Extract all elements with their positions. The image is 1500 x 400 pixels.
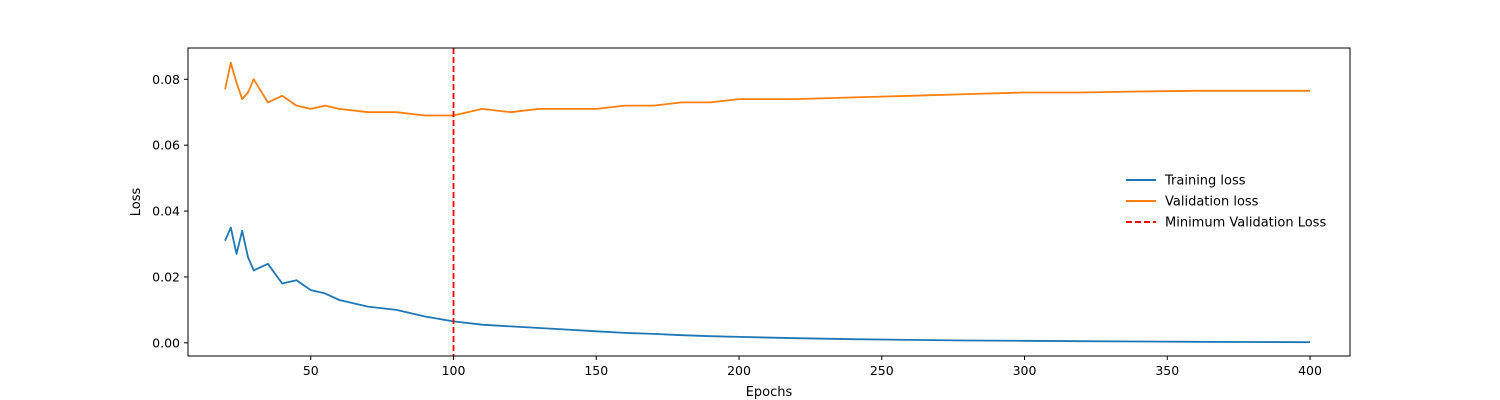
- x-tick-label: 300: [1013, 363, 1037, 378]
- x-tick-label: 150: [584, 363, 608, 378]
- y-tick-label: 0.06: [152, 138, 180, 153]
- x-tick-label: 200: [727, 363, 751, 378]
- x-tick-label: 350: [1155, 363, 1179, 378]
- plot-lines: [224, 61, 1311, 344]
- x-axis-ticks: 50 100 150 200 250 300 350 400: [303, 356, 1322, 378]
- legend-label-validation-loss: Validation loss: [1165, 195, 1259, 210]
- legend: Training loss Validation loss Minimum Va…: [1126, 174, 1326, 231]
- x-tick-label: 100: [442, 363, 466, 378]
- legend-label-training-loss: Training loss: [1164, 174, 1246, 189]
- y-tick-label: 0.00: [152, 335, 180, 350]
- plot-frame: [187, 47, 1351, 357]
- legend-label-minimum-validation-loss: Minimum Validation Loss: [1165, 216, 1326, 231]
- y-tick-label: 0.08: [152, 72, 180, 87]
- x-axis-label: Epochs: [746, 385, 793, 400]
- y-tick-label: 0.02: [152, 269, 180, 284]
- series-line-validation-loss: [224, 61, 1310, 117]
- series-line-training-loss: [224, 226, 1311, 344]
- y-axis-label: Loss: [129, 188, 144, 217]
- y-tick-label: 0.04: [152, 204, 180, 219]
- x-tick-label: 400: [1298, 363, 1322, 378]
- y-axis-ticks: 0.00 0.02 0.04 0.06 0.08: [152, 72, 188, 350]
- x-tick-label: 250: [870, 363, 894, 378]
- x-tick-label: 50: [303, 363, 319, 378]
